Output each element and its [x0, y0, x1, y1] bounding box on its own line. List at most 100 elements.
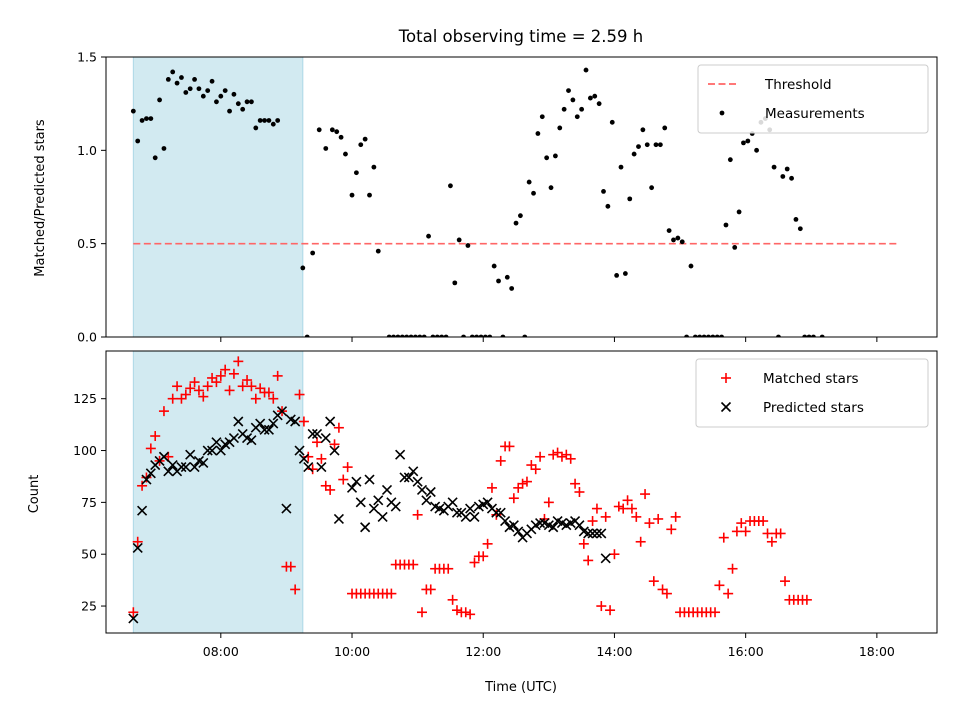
- predicted-point-b: [412, 476, 423, 487]
- measurement-point: [139, 118, 145, 123]
- measurement-point: [395, 334, 401, 337]
- predicted-point: [329, 445, 340, 456]
- measurement-point: [784, 166, 790, 172]
- predicted-point-b: [228, 433, 239, 444]
- matched-point: [298, 416, 309, 427]
- measurement-point: [692, 334, 698, 337]
- matched-point: [723, 588, 734, 599]
- matched-point: [758, 516, 769, 527]
- matched-point: [508, 493, 519, 504]
- predicted-point: [482, 497, 493, 508]
- predicted-point-b: [552, 515, 563, 527]
- predicted-point-b: [167, 459, 178, 471]
- matched-point: [250, 393, 261, 404]
- measurement-point: [478, 334, 484, 337]
- measurement-point: [697, 334, 703, 337]
- measurement-point: [622, 271, 628, 276]
- measurement-point: [205, 88, 211, 93]
- predicted-point-b: [303, 462, 314, 473]
- top-y-axis-label: Matched/Predicted stars: [33, 119, 48, 277]
- matched-point: [263, 387, 274, 398]
- predicted-point-b: [276, 406, 288, 417]
- measurement-point: [253, 125, 259, 131]
- matched-point: [224, 385, 235, 396]
- x-tick-label: 14:00: [596, 644, 632, 659]
- matched-point: [718, 532, 729, 543]
- predicted-point-b: [211, 437, 222, 448]
- measurement-point: [671, 237, 676, 243]
- matched-point: [552, 447, 563, 458]
- matched-point: [535, 451, 546, 462]
- predicted-point: [307, 428, 318, 440]
- measurement-point: [144, 116, 149, 121]
- top-y-tick-label: 0.0: [77, 330, 97, 345]
- x-tick-label: 16:00: [728, 644, 764, 659]
- matched-point: [574, 487, 585, 497]
- predicted-point-b: [390, 501, 401, 512]
- measurement-point: [745, 138, 751, 144]
- measurement-point: [614, 273, 620, 278]
- measurement-point: [183, 90, 189, 95]
- matched-point: [425, 584, 436, 595]
- predicted-point: [364, 474, 375, 485]
- top-legend-label: Threshold: [764, 77, 832, 93]
- bottom-y-tick-label: 75: [81, 495, 97, 510]
- measurement-point: [448, 183, 453, 189]
- predicted-point: [500, 515, 511, 527]
- matched-point: [207, 372, 218, 383]
- predicted-point-b: [469, 511, 480, 522]
- measurement-point: [404, 334, 410, 337]
- predicted-point: [421, 495, 432, 506]
- bottom-shaded-interval: [132, 350, 304, 634]
- predicted-point-b: [316, 462, 327, 473]
- matched-point: [486, 482, 497, 493]
- matched-point: [478, 551, 489, 562]
- matched-point: [626, 503, 637, 514]
- predicted-point: [600, 553, 611, 564]
- measurement-point: [548, 185, 554, 191]
- measurement-point: [504, 274, 510, 280]
- measurement-point: [367, 192, 372, 198]
- predicted-point: [451, 507, 463, 518]
- legend-predicted-b: [720, 401, 732, 413]
- predicted-point-b: [246, 435, 257, 446]
- measurement-point: [723, 222, 729, 228]
- matched-point: [600, 511, 611, 522]
- measurement-point: [358, 142, 364, 148]
- measurement-point: [310, 250, 316, 256]
- measurement-point: [483, 334, 488, 337]
- predicted-point-b: [535, 518, 546, 529]
- predicted-point: [360, 522, 371, 533]
- measurement-point: [209, 78, 215, 84]
- predicted-point-b: [320, 433, 331, 444]
- measurement-point: [500, 334, 506, 337]
- matched-point: [137, 480, 148, 491]
- matched-point: [338, 474, 349, 485]
- predicted-point: [215, 445, 226, 456]
- measurement-point: [426, 233, 431, 239]
- predicted-point: [447, 497, 458, 508]
- measurement-point: [130, 108, 136, 114]
- chart-title: Total observing time = 2.59 h: [398, 27, 643, 46]
- measurement-point: [161, 146, 167, 151]
- predicted-point-b: [255, 418, 266, 429]
- predicted-point: [180, 462, 191, 473]
- predicted-point-b: [395, 449, 406, 460]
- measurement-point: [544, 155, 550, 161]
- matched-point: [801, 594, 812, 605]
- matched-point: [386, 588, 397, 599]
- measurement-point: [526, 179, 532, 185]
- predicted-point-b: [290, 416, 301, 427]
- matched-point: [233, 356, 244, 367]
- predicted-point: [587, 528, 598, 539]
- measurement-point: [539, 114, 545, 120]
- measurement-point: [491, 263, 497, 269]
- predicted-point-b: [180, 462, 191, 473]
- measurement-point: [662, 125, 668, 131]
- measurement-point: [644, 142, 650, 148]
- matched-point: [561, 449, 572, 460]
- predicted-point-b: [447, 497, 458, 508]
- measurement-point: [666, 228, 672, 234]
- matched-point: [167, 393, 178, 404]
